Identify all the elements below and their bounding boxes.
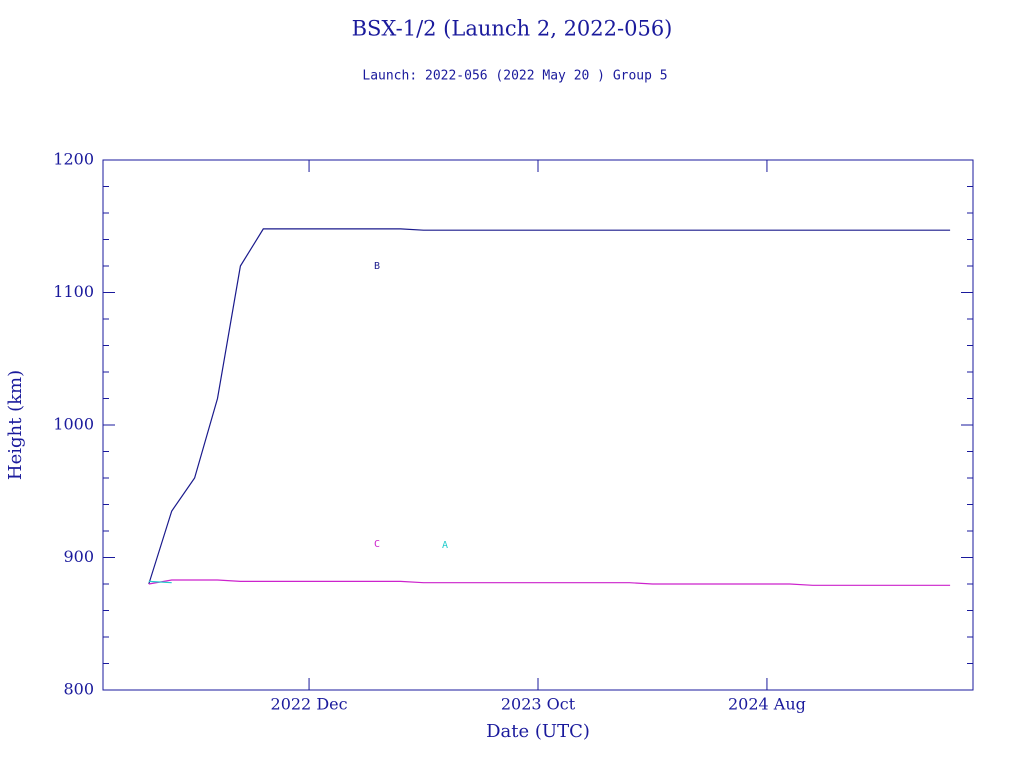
y-tick-label: 800 bbox=[63, 680, 94, 699]
series-line bbox=[148, 579, 951, 586]
x-tick-label: 2022 Dec bbox=[271, 695, 348, 714]
y-tick-label: 1200 bbox=[53, 150, 94, 169]
x-tick-label: 2023 Oct bbox=[501, 695, 576, 714]
y-axis-label: Height (km) bbox=[5, 370, 26, 480]
series-label: B bbox=[374, 261, 380, 272]
y-tick-label: 1100 bbox=[53, 282, 94, 301]
series-line bbox=[148, 228, 951, 585]
x-tick-label: 2024 Aug bbox=[728, 695, 806, 714]
series-label: C bbox=[374, 539, 380, 550]
plot-frame bbox=[102, 159, 974, 691]
chart-title: BSX-1/2 (Launch 2, 2022-056) bbox=[352, 17, 673, 41]
chart-subtitle: Launch: 2022-056 (2022 May 20 ) Group 5 bbox=[362, 69, 667, 84]
y-tick-label: 1000 bbox=[53, 415, 94, 434]
y-tick-label: 900 bbox=[63, 547, 94, 566]
series-label: A bbox=[442, 540, 448, 551]
series-line bbox=[148, 580, 172, 584]
x-axis-label: Date (UTC) bbox=[486, 721, 590, 742]
